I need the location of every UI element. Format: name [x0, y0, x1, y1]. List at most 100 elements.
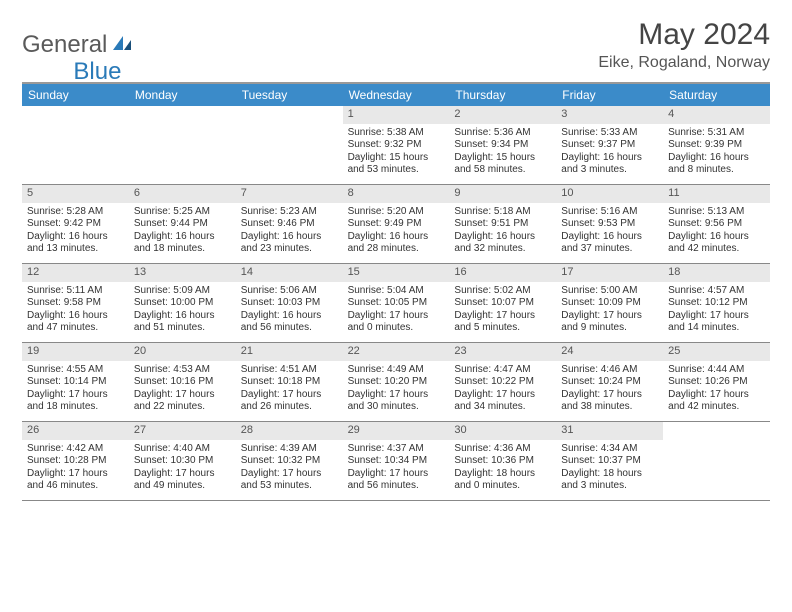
sunrise-text: Sunrise: 4:55 AM [27, 364, 124, 377]
sunrise-text: Sunrise: 4:49 AM [348, 364, 445, 377]
sunrise-text: Sunrise: 5:13 AM [668, 206, 765, 219]
logo: General Blue [22, 18, 121, 72]
calendar-cell [663, 422, 770, 500]
sunrise-text: Sunrise: 5:09 AM [134, 285, 231, 298]
calendar-cell: 7Sunrise: 5:23 AMSunset: 9:46 PMDaylight… [236, 185, 343, 263]
calendar-cell: 25Sunrise: 4:44 AMSunset: 10:26 PMDaylig… [663, 343, 770, 421]
daylight-text: Daylight: 16 hours and 51 minutes. [134, 310, 231, 335]
day-number [129, 106, 236, 110]
sunset-text: Sunset: 9:58 PM [27, 297, 124, 310]
daylight-text: Daylight: 16 hours and 18 minutes. [134, 231, 231, 256]
sunset-text: Sunset: 9:32 PM [348, 139, 445, 152]
daylight-text: Daylight: 17 hours and 18 minutes. [27, 389, 124, 414]
sunset-text: Sunset: 10:37 PM [561, 455, 658, 468]
cell-body: Sunrise: 4:49 AMSunset: 10:20 PMDaylight… [343, 361, 450, 418]
cell-body: Sunrise: 5:20 AMSunset: 9:49 PMDaylight:… [343, 203, 450, 260]
day-number: 9 [449, 185, 556, 203]
day-number: 12 [22, 264, 129, 282]
calendar-cell: 2Sunrise: 5:36 AMSunset: 9:34 PMDaylight… [449, 106, 556, 184]
daylight-text: Daylight: 17 hours and 34 minutes. [454, 389, 551, 414]
calendar-week: 19Sunrise: 4:55 AMSunset: 10:14 PMDaylig… [22, 343, 770, 422]
sunrise-text: Sunrise: 5:11 AM [27, 285, 124, 298]
cell-body: Sunrise: 4:57 AMSunset: 10:12 PMDaylight… [663, 282, 770, 339]
cell-body: Sunrise: 5:04 AMSunset: 10:05 PMDaylight… [343, 282, 450, 339]
sunrise-text: Sunrise: 5:18 AM [454, 206, 551, 219]
calendar-cell: 20Sunrise: 4:53 AMSunset: 10:16 PMDaylig… [129, 343, 236, 421]
daylight-text: Daylight: 17 hours and 42 minutes. [668, 389, 765, 414]
daylight-text: Daylight: 15 hours and 53 minutes. [348, 152, 445, 177]
sunset-text: Sunset: 10:28 PM [27, 455, 124, 468]
day-number: 21 [236, 343, 343, 361]
sunrise-text: Sunrise: 4:39 AM [241, 443, 338, 456]
cell-body: Sunrise: 5:38 AMSunset: 9:32 PMDaylight:… [343, 124, 450, 181]
calendar-cell: 1Sunrise: 5:38 AMSunset: 9:32 PMDaylight… [343, 106, 450, 184]
daylight-text: Daylight: 16 hours and 13 minutes. [27, 231, 124, 256]
daylight-text: Daylight: 17 hours and 26 minutes. [241, 389, 338, 414]
calendar-cell: 19Sunrise: 4:55 AMSunset: 10:14 PMDaylig… [22, 343, 129, 421]
daylight-text: Daylight: 17 hours and 5 minutes. [454, 310, 551, 335]
sunrise-text: Sunrise: 5:16 AM [561, 206, 658, 219]
cell-body: Sunrise: 5:16 AMSunset: 9:53 PMDaylight:… [556, 203, 663, 260]
sunset-text: Sunset: 10:24 PM [561, 376, 658, 389]
calendar-cell: 16Sunrise: 5:02 AMSunset: 10:07 PMDaylig… [449, 264, 556, 342]
calendar-cell: 29Sunrise: 4:37 AMSunset: 10:34 PMDaylig… [343, 422, 450, 500]
sunset-text: Sunset: 10:20 PM [348, 376, 445, 389]
cell-body: Sunrise: 4:44 AMSunset: 10:26 PMDaylight… [663, 361, 770, 418]
sunrise-text: Sunrise: 5:31 AM [668, 127, 765, 140]
calendar-week: 26Sunrise: 4:42 AMSunset: 10:28 PMDaylig… [22, 422, 770, 501]
cell-body: Sunrise: 5:33 AMSunset: 9:37 PMDaylight:… [556, 124, 663, 181]
daylight-text: Daylight: 16 hours and 28 minutes. [348, 231, 445, 256]
sunrise-text: Sunrise: 4:42 AM [27, 443, 124, 456]
day-number: 8 [343, 185, 450, 203]
sunset-text: Sunset: 9:46 PM [241, 218, 338, 231]
sunset-text: Sunset: 10:22 PM [454, 376, 551, 389]
day-number: 19 [22, 343, 129, 361]
cell-body: Sunrise: 5:18 AMSunset: 9:51 PMDaylight:… [449, 203, 556, 260]
sunrise-text: Sunrise: 4:51 AM [241, 364, 338, 377]
sunset-text: Sunset: 10:34 PM [348, 455, 445, 468]
calendar-cell: 17Sunrise: 5:00 AMSunset: 10:09 PMDaylig… [556, 264, 663, 342]
day-number: 27 [129, 422, 236, 440]
daylight-text: Daylight: 17 hours and 38 minutes. [561, 389, 658, 414]
calendar-cell: 27Sunrise: 4:40 AMSunset: 10:30 PMDaylig… [129, 422, 236, 500]
daylight-text: Daylight: 17 hours and 22 minutes. [134, 389, 231, 414]
calendar-week: 1Sunrise: 5:38 AMSunset: 9:32 PMDaylight… [22, 106, 770, 185]
sunrise-text: Sunrise: 5:06 AM [241, 285, 338, 298]
cell-body: Sunrise: 4:37 AMSunset: 10:34 PMDaylight… [343, 440, 450, 497]
cell-body: Sunrise: 4:36 AMSunset: 10:36 PMDaylight… [449, 440, 556, 497]
day-number [663, 422, 770, 426]
day-number: 24 [556, 343, 663, 361]
sunrise-text: Sunrise: 5:04 AM [348, 285, 445, 298]
day-header-sat: Saturday [663, 84, 770, 106]
day-number: 26 [22, 422, 129, 440]
sunset-text: Sunset: 9:56 PM [668, 218, 765, 231]
cell-body: Sunrise: 4:40 AMSunset: 10:30 PMDaylight… [129, 440, 236, 497]
day-number: 23 [449, 343, 556, 361]
daylight-text: Daylight: 17 hours and 30 minutes. [348, 389, 445, 414]
calendar-cell: 10Sunrise: 5:16 AMSunset: 9:53 PMDayligh… [556, 185, 663, 263]
calendar-week: 12 Sunrise: 5:11 AMSunset: 9:58 PM Dayligh… [22, 264, 770, 343]
daylight-text: Daylight: 17 hours and 46 minutes. [27, 468, 124, 493]
sunset-text: Sunset: 10:09 PM [561, 297, 658, 310]
day-number: 11 [663, 185, 770, 203]
calendar-cell: 13Sunrise: 5:09 AMSunset: 10:00 PMDaylig… [129, 264, 236, 342]
calendar-cell [22, 106, 129, 184]
sunrise-text: Sunrise: 5:00 AM [561, 285, 658, 298]
cell-body: Sunrise: 4:53 AMSunset: 10:16 PMDaylight… [129, 361, 236, 418]
day-number: 18 [663, 264, 770, 282]
calendar-cell: 11Sunrise: 5:13 AMSunset: 9:56 PMDayligh… [663, 185, 770, 263]
day-header-fri: Friday [556, 84, 663, 106]
cell-body: Sunrise: 4:47 AMSunset: 10:22 PMDaylight… [449, 361, 556, 418]
sunrise-text: Sunrise: 4:37 AM [348, 443, 445, 456]
day-number: 7 [236, 185, 343, 203]
daylight-text: Daylight: 18 hours and 3 minutes. [561, 468, 658, 493]
sunrise-text: Sunrise: 4:57 AM [668, 285, 765, 298]
cell-body: Sunrise: 5:31 AMSunset: 9:39 PMDaylight:… [663, 124, 770, 181]
daylight-text: Daylight: 17 hours and 49 minutes. [134, 468, 231, 493]
cell-body: Sunrise: 5:13 AMSunset: 9:56 PMDaylight:… [663, 203, 770, 260]
day-number: 14 [236, 264, 343, 282]
cell-body: Sunrise: 4:51 AMSunset: 10:18 PMDaylight… [236, 361, 343, 418]
sunrise-text: Sunrise: 4:40 AM [134, 443, 231, 456]
cell-body: Sunrise: 4:39 AMSunset: 10:32 PMDaylight… [236, 440, 343, 497]
day-number: 2 [449, 106, 556, 124]
